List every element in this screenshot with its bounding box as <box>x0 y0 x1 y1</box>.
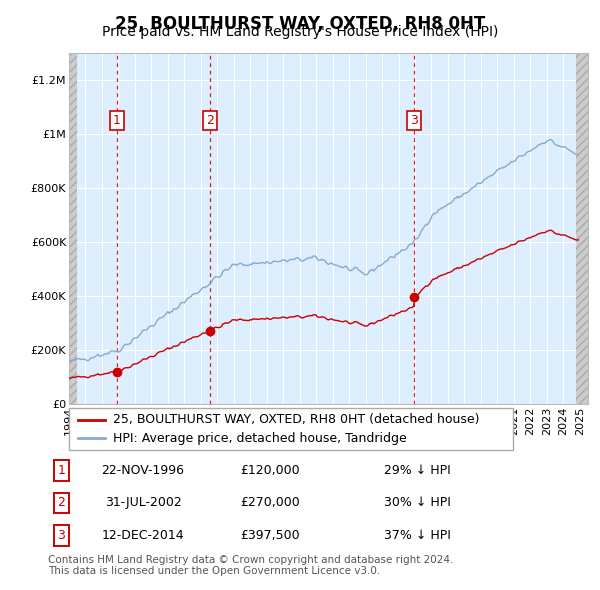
Text: 25, BOULTHURST WAY, OXTED, RH8 0HT: 25, BOULTHURST WAY, OXTED, RH8 0HT <box>115 15 485 33</box>
Text: 2: 2 <box>57 496 65 510</box>
Bar <box>575 53 592 404</box>
Text: 30% ↓ HPI: 30% ↓ HPI <box>384 496 451 510</box>
Text: 31-JUL-2002: 31-JUL-2002 <box>104 496 181 510</box>
Text: 22-NOV-1996: 22-NOV-1996 <box>101 464 185 477</box>
Text: £120,000: £120,000 <box>240 464 299 477</box>
Text: £270,000: £270,000 <box>240 496 299 510</box>
Text: 1: 1 <box>113 114 121 127</box>
Text: 1: 1 <box>57 464 65 477</box>
Text: 12-DEC-2014: 12-DEC-2014 <box>102 529 184 542</box>
Text: 3: 3 <box>410 114 418 127</box>
Text: £397,500: £397,500 <box>240 529 299 542</box>
Bar <box>69 53 77 404</box>
Text: 2: 2 <box>206 114 214 127</box>
Text: Contains HM Land Registry data © Crown copyright and database right 2024.
This d: Contains HM Land Registry data © Crown c… <box>48 555 454 576</box>
FancyBboxPatch shape <box>69 408 513 450</box>
Text: 25, BOULTHURST WAY, OXTED, RH8 0HT (detached house): 25, BOULTHURST WAY, OXTED, RH8 0HT (deta… <box>113 413 480 426</box>
Text: Price paid vs. HM Land Registry's House Price Index (HPI): Price paid vs. HM Land Registry's House … <box>102 25 498 40</box>
Text: 29% ↓ HPI: 29% ↓ HPI <box>384 464 451 477</box>
Text: 3: 3 <box>57 529 65 542</box>
Text: 37% ↓ HPI: 37% ↓ HPI <box>384 529 451 542</box>
Text: HPI: Average price, detached house, Tandridge: HPI: Average price, detached house, Tand… <box>113 432 407 445</box>
